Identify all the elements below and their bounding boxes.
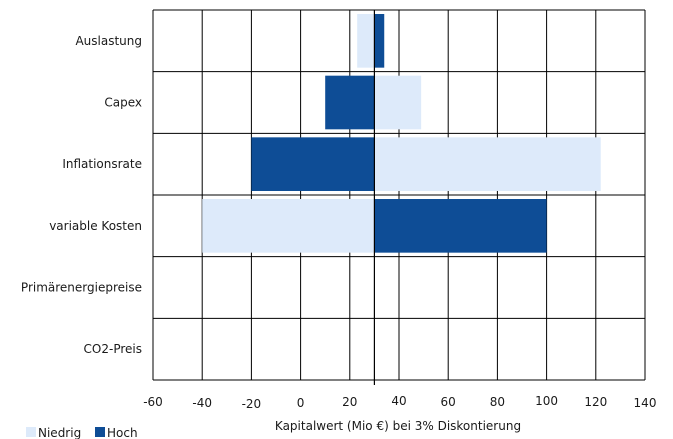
bar-variable-kosten-niedrig xyxy=(202,199,375,253)
category-label-capex: Capex xyxy=(104,96,142,110)
x-tick-label: 60 xyxy=(441,395,456,409)
x-tick-label: -20 xyxy=(242,397,262,411)
legend-swatch-hoch xyxy=(95,427,105,437)
x-tick-label: 0 xyxy=(297,396,305,410)
bar-variable-kosten-hoch xyxy=(374,199,547,253)
x-tick-label: 140 xyxy=(634,396,657,410)
x-tick-labels: -60 -40 -20 0 20 40 60 80 100 120 140 xyxy=(143,394,656,411)
bar-inflationsrate-hoch xyxy=(251,137,375,191)
bar-capex-niedrig xyxy=(374,75,422,130)
bar-auslastung-hoch xyxy=(374,14,385,68)
x-tick-label: 100 xyxy=(535,394,558,408)
bar-inflationsrate-niedrig xyxy=(374,137,601,191)
x-tick-label: -60 xyxy=(143,395,163,409)
category-label-inflationsrate: Inflationsrate xyxy=(62,157,142,171)
category-label-prim-renergiepreise: Primärenergiepreise xyxy=(21,281,142,295)
legend: Niedrig Hoch xyxy=(26,426,138,439)
bars xyxy=(202,14,601,253)
legend-swatch-niedrig xyxy=(26,427,36,437)
category-label-co2-preis: CO2-Preis xyxy=(84,342,142,356)
category-label-variable-kosten: variable Kosten xyxy=(49,219,142,233)
x-tick-label: 20 xyxy=(342,395,357,409)
bar-auslastung-niedrig xyxy=(357,14,375,68)
x-tick-label: 120 xyxy=(584,395,607,409)
category-labels: Auslastung Capex Inflationsrate variable Ko… xyxy=(21,34,142,356)
grid xyxy=(152,9,646,381)
bar-capex-hoch xyxy=(325,75,375,130)
category-label-auslastung: Auslastung xyxy=(75,34,142,48)
x-tick-label: 80 xyxy=(490,395,505,409)
x-axis-title: Kapitalwert (Mio €) bei 3% Diskontierung xyxy=(275,419,521,433)
legend-label-hoch: Hoch xyxy=(107,426,138,439)
legend-label-niedrig: Niedrig xyxy=(38,426,81,439)
x-tick-label: -40 xyxy=(192,396,212,410)
x-tick-label: 40 xyxy=(391,394,406,408)
